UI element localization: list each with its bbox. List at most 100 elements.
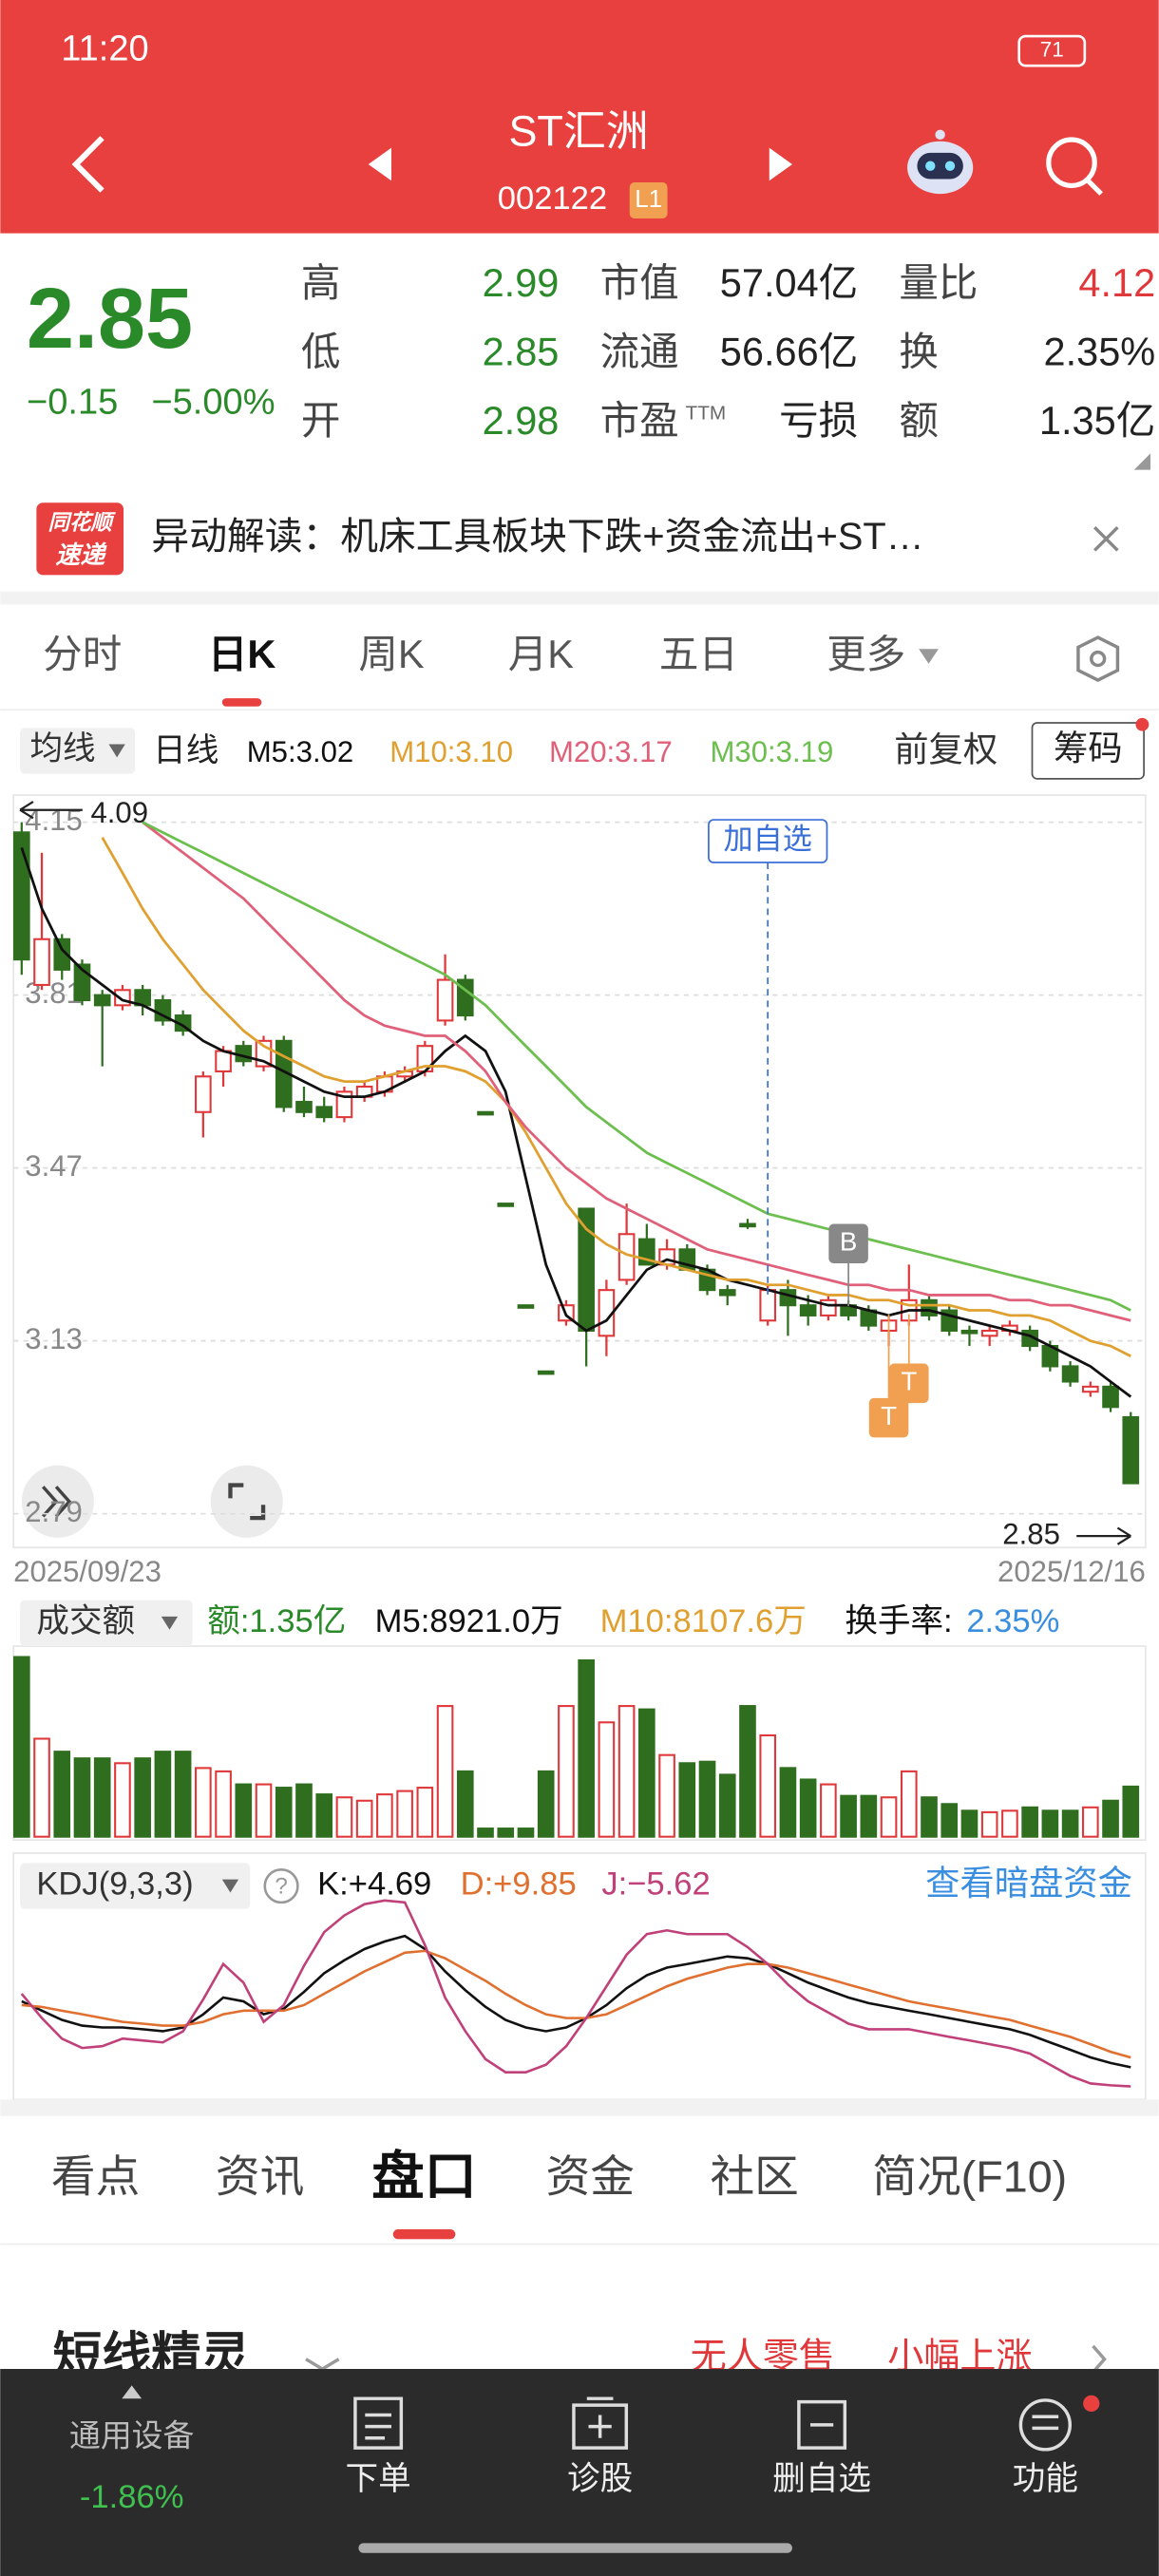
content-tab[interactable]: 盘口: [371, 2147, 477, 2206]
prev-stock[interactable]: [368, 147, 391, 181]
volume-bar: [537, 1770, 555, 1838]
level-badge-text: L1: [635, 186, 662, 213]
volume-bar: [1122, 1785, 1140, 1838]
home-indicator: [358, 2543, 792, 2553]
level-badge: [629, 181, 668, 219]
nav-item[interactable]: 诊股: [567, 2461, 633, 2497]
price-change: −0.15: [27, 383, 118, 423]
volume-bar: [93, 1757, 111, 1838]
news-close[interactable]: [1093, 525, 1119, 552]
volume-bar: [53, 1751, 71, 1838]
period-tab[interactable]: 月K: [508, 632, 575, 676]
volume-bar: [154, 1751, 172, 1838]
quote-value: 2.99: [483, 260, 560, 305]
watch-tag: [708, 819, 828, 863]
stock-name: ST汇洲: [508, 107, 648, 156]
candle-body: [739, 1222, 756, 1228]
quote-value: 57.04亿: [720, 260, 858, 305]
kdj-legend: D:+9.85: [461, 1866, 577, 1903]
high-arrow: [19, 801, 83, 820]
nav-item[interactable]: 下单: [346, 2461, 411, 2497]
t-tag-text: T: [881, 1401, 897, 1430]
quote-value: 亏损: [779, 398, 858, 443]
y-tick-label: 3.47: [25, 1149, 83, 1183]
volume-bar: [517, 1828, 535, 1838]
expand-button[interactable]: [21, 1465, 94, 1538]
ma-legend: M10:3.10: [390, 735, 513, 768]
candle-body: [315, 1106, 333, 1119]
volume-bar: [33, 1737, 50, 1838]
quote-value: 56.66亿: [720, 330, 858, 374]
volume-bar: [638, 1708, 656, 1838]
kdj-button[interactable]: [20, 1863, 251, 1909]
volume-bar: [1001, 1809, 1018, 1838]
assistant-icon[interactable]: [907, 129, 974, 195]
period-tab[interactable]: 日K: [208, 632, 276, 676]
content-tab-underline: [392, 2229, 456, 2240]
news-text[interactable]: 异动解读：机床工具板块下跌+资金流出+ST…: [151, 516, 923, 558]
candle-body: [1102, 1385, 1119, 1409]
content-tab[interactable]: 看点: [51, 2151, 140, 2201]
volume-bar: [940, 1803, 959, 1838]
volume-bar: [860, 1794, 878, 1838]
candle-body: [799, 1304, 817, 1316]
volume-info: 额:1.35亿: [207, 1603, 346, 1639]
turnover-value: 2.35%: [966, 1603, 1059, 1639]
period-tab[interactable]: 周K: [358, 632, 425, 676]
quote-label: 市盈: [600, 398, 679, 443]
settings-icon[interactable]: [1076, 635, 1120, 682]
kdj-title: KDJ(9,3,3): [36, 1866, 193, 1903]
t-tag: [868, 1397, 909, 1438]
volume-bar: [114, 1762, 131, 1838]
volume-ma10: M10:8107.6万: [600, 1603, 807, 1639]
candle-body: [960, 1329, 978, 1335]
kdj-legend: K:+4.69: [317, 1866, 431, 1903]
ma-button[interactable]: [20, 728, 136, 774]
period-tab[interactable]: 更多: [826, 632, 905, 676]
y-tick-label: 4.15: [25, 804, 83, 837]
more-caret: [919, 649, 939, 664]
badge-dot: [1083, 2395, 1100, 2413]
nav-item[interactable]: 功能: [1013, 2461, 1078, 2497]
quote-label: 开: [301, 398, 341, 443]
volume-bar: [1061, 1809, 1079, 1838]
chips-button[interactable]: [1031, 722, 1145, 780]
candle-body: [1082, 1385, 1099, 1393]
candle-body: [517, 1304, 535, 1309]
buy-tag-text: B: [840, 1227, 857, 1257]
next-stock[interactable]: [769, 147, 792, 181]
dark-pool-link[interactable]: 查看暗盘资金: [925, 1864, 1132, 1903]
ma-legend: M5:3.02: [247, 735, 353, 768]
content-tab[interactable]: 社区: [711, 2151, 799, 2201]
volume-button[interactable]: [20, 1600, 193, 1647]
content-tab[interactable]: 资金: [546, 2151, 635, 2201]
search-button[interactable]: [1046, 137, 1103, 196]
volume-bar: [718, 1773, 736, 1838]
adjust-label[interactable]: 前复权: [894, 730, 998, 769]
content-tab[interactable]: 资讯: [216, 2151, 304, 2201]
content-tab[interactable]: 简况(F10): [872, 2151, 1067, 2201]
volume-title: 成交额: [36, 1603, 135, 1639]
ma-legend: M30:3.19: [711, 735, 834, 768]
news-badge-top: 同花顺: [48, 511, 116, 535]
corner-mark: [1133, 453, 1151, 470]
nav-item[interactable]: 删自选: [772, 2461, 871, 2497]
volume-bar: [678, 1762, 696, 1838]
kdj-line: [20, 1899, 1131, 2088]
volume-bar: [1102, 1799, 1119, 1838]
volume-bar: [134, 1757, 151, 1838]
battery-level: 71: [1040, 38, 1064, 62]
back-button[interactable]: [71, 136, 104, 193]
candle-body: [33, 938, 50, 986]
section-more[interactable]: [1092, 2344, 1107, 2374]
fullscreen-button[interactable]: [210, 1465, 283, 1538]
watch-tag-text: 加自选: [724, 823, 812, 856]
period-tab[interactable]: 分时: [43, 632, 122, 676]
help-icon[interactable]: [263, 1867, 299, 1904]
volume-bar: [396, 1790, 413, 1838]
volume-bar: [598, 1721, 616, 1838]
candle-body: [53, 938, 71, 971]
volume-bar: [376, 1793, 393, 1838]
period-tab[interactable]: 五日: [659, 632, 738, 676]
volume-bar: [477, 1828, 494, 1838]
